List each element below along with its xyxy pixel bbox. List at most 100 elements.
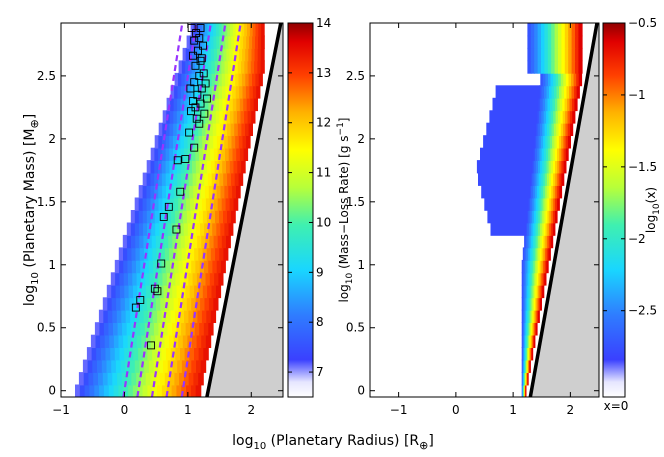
heat-cell [563, 122, 567, 136]
heat-cell [237, 160, 242, 174]
heat-cell [223, 47, 228, 62]
heat-cell [544, 60, 549, 74]
heat-cell [142, 347, 149, 361]
heat-cell [575, 60, 580, 74]
heat-cell [578, 72, 583, 87]
heat-cell [547, 197, 551, 211]
heat-cell [191, 222, 197, 236]
heat-cell [255, 35, 259, 49]
heat-cell [564, 23, 569, 37]
heat-cell [558, 122, 562, 136]
heat-cell [117, 322, 123, 336]
heat-cell [176, 147, 182, 161]
heat-cell [173, 135, 178, 149]
heat-cell [225, 97, 231, 112]
heat-cell [147, 347, 153, 361]
right-x-tick-label: 2 [567, 403, 575, 417]
heat-cell [192, 272, 198, 286]
heat-cell [213, 234, 219, 249]
heat-cell [147, 297, 153, 311]
heat-cell [576, 72, 580, 87]
heat-cell [158, 185, 163, 199]
heat-cell [542, 122, 546, 136]
heat-cell [541, 210, 545, 224]
heat-cell [169, 135, 174, 149]
heat-cell [560, 110, 564, 124]
heat-cell [115, 284, 121, 299]
heat-cell [216, 222, 222, 236]
heat-cell [225, 197, 231, 211]
heat-cell [231, 72, 236, 87]
heat-cell [114, 259, 120, 274]
heat-cell [541, 110, 545, 124]
right-colorbar-ticks: −2.5 −2 −1.5 −1 −0.5 x=0 [603, 16, 657, 413]
heat-cell [550, 72, 554, 87]
heat-cell [558, 23, 563, 37]
heat-cell [218, 97, 224, 112]
heat-cell [87, 359, 94, 373]
heat-cell [189, 284, 195, 299]
heat-cell [548, 147, 552, 161]
heat-cell [218, 85, 223, 99]
heat-cell [570, 122, 574, 136]
heat-cell [545, 185, 548, 199]
heat-cell [561, 23, 566, 37]
planet-marker [191, 61, 200, 70]
heat-cell [140, 322, 146, 336]
heat-cell [190, 210, 196, 224]
y-title-main: log [22, 285, 38, 306]
heat-cell [138, 347, 144, 361]
heat-cell [248, 72, 253, 87]
heat-cell [153, 259, 158, 274]
heat-cell [111, 284, 117, 299]
heat-cell [198, 60, 203, 74]
heat-cell [531, 322, 533, 336]
heat-cell [538, 297, 541, 311]
heat-cell-blue [486, 122, 537, 136]
heat-cell [181, 247, 187, 261]
heat-cell [527, 372, 529, 386]
heat-cell [202, 135, 207, 149]
heat-cell [549, 222, 552, 236]
heat-cell [527, 309, 529, 323]
heat-cell [546, 110, 550, 124]
heat-cell [534, 60, 539, 74]
heat-cell [193, 185, 198, 199]
heat-cell [547, 47, 552, 62]
heat-cell [211, 172, 217, 186]
heat-cell [154, 147, 159, 161]
heat-cell [535, 322, 538, 336]
right-y-tick-label: 2 [357, 132, 365, 146]
heat-cell [215, 247, 221, 261]
heat-cell [147, 234, 153, 249]
heat-cell [166, 272, 172, 286]
heat-cell [527, 60, 532, 74]
heat-cell [84, 384, 91, 397]
heat-cell [523, 272, 526, 286]
heat-cell [521, 297, 524, 311]
heat-cell [529, 297, 531, 311]
heat-cell [537, 60, 542, 74]
heat-cell [207, 284, 213, 299]
heat-cell [231, 35, 235, 49]
heat-cell [208, 322, 214, 336]
heat-cell [207, 172, 213, 186]
heat-cell [224, 23, 228, 37]
heat-cell [245, 72, 250, 87]
heat-cell [158, 197, 164, 211]
heat-cell [203, 347, 209, 361]
left-cbar-tick-label: 13 [316, 66, 331, 80]
heat-cell [529, 185, 532, 199]
heat-cell [210, 210, 216, 224]
heat-cell [220, 135, 225, 149]
heat-cell [213, 197, 219, 211]
heat-cell [531, 284, 534, 299]
heat-cell [525, 384, 527, 397]
heat-cell [225, 35, 230, 49]
heat-cell [546, 247, 550, 261]
heat-cell [246, 35, 250, 49]
heat-cell [521, 322, 524, 336]
heat-cell [146, 197, 152, 211]
heat-cell [198, 284, 204, 299]
heat-cell [88, 372, 95, 386]
